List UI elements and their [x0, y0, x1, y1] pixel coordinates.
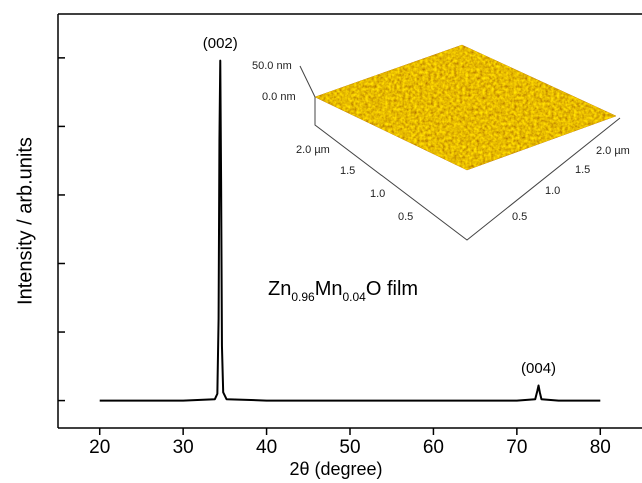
x-tick-label: 60: [423, 437, 444, 458]
sample-label-sub: 0.96: [291, 290, 315, 304]
x-tick-label: 30: [173, 437, 194, 458]
peak-annotation: (002): [203, 35, 238, 52]
afm-z-label: 50.0 nm: [252, 60, 292, 72]
x-tick-label: 50: [339, 437, 360, 458]
sample-label-part: Mn: [315, 278, 343, 300]
afm-axis-label: 2.0 µm: [296, 144, 330, 156]
afm-axis-label: 1.5: [340, 165, 355, 177]
afm-axis-label: 2.0 µm: [596, 145, 630, 157]
x-tick-label: 20: [89, 437, 110, 458]
x-tick-label: 70: [506, 437, 527, 458]
x-tick-label: 80: [590, 437, 611, 458]
chart: 2θ (degree) Intensity / arb.units 50.0 n…: [0, 0, 642, 483]
sample-label-sub: 0.04: [343, 290, 367, 304]
afm-surface-texture: [315, 45, 616, 170]
y-axis-label: Intensity / arb.units: [14, 137, 36, 305]
afm-z-axis: [300, 66, 315, 97]
sample-label-part: O film: [366, 278, 418, 300]
sample-label-part: Zn: [268, 278, 291, 300]
afm-inset: 50.0 nm 0.0 nm 2.0 µm 1.5 1.0 0.5 2.0 µm…: [252, 45, 630, 240]
x-axis-label: 2θ (degree): [289, 459, 382, 479]
afm-z-label: 0.0 nm: [262, 91, 296, 103]
afm-axis-label: 0.5: [398, 211, 413, 223]
peak-annotation: (004): [521, 360, 556, 377]
x-tick-label: 40: [256, 437, 277, 458]
afm-axis-label: 1.0: [370, 188, 385, 200]
afm-axis-label: 0.5: [512, 211, 527, 223]
afm-axis-label: 1.0: [545, 185, 560, 197]
afm-axis-label: 1.5: [575, 164, 590, 176]
sample-label: Zn0.96Mn0.04O film: [268, 278, 418, 304]
